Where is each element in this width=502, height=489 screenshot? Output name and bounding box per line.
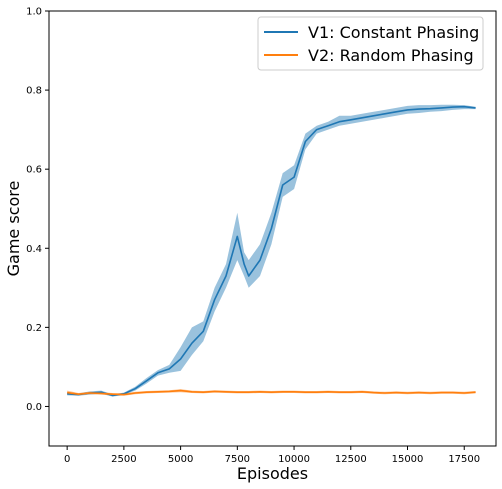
x-tick-label: 7500 [225, 454, 250, 465]
x-tick-label: 10000 [278, 454, 310, 465]
series-1-band [67, 104, 476, 397]
x-axis-title: Episodes [237, 464, 308, 483]
y-tick-label: 0.0 [26, 402, 42, 413]
x-axis: 0 2500 5000 7500 10000 12500 15000 17500 [64, 446, 480, 465]
legend: V1: Constant Phasing V2: Random Phasing [257, 16, 484, 71]
x-tick-label: 5000 [168, 454, 193, 465]
x-tick-label: 17500 [448, 454, 480, 465]
series-lines [67, 105, 476, 397]
y-tick-label: 1.0 [26, 7, 42, 18]
x-tick-label: 2500 [111, 454, 136, 465]
series-1-line [67, 105, 476, 397]
legend-label-v1: V1: Constant Phasing [308, 23, 479, 42]
x-tick-label: 12500 [335, 454, 367, 465]
y-axis-title: Game score [4, 181, 23, 277]
legend-box [257, 16, 484, 71]
y-tick-label: 0.4 [26, 244, 42, 255]
x-tick-label: 15000 [392, 454, 424, 465]
legend-label-v2: V2: Random Phasing [308, 46, 474, 65]
y-tick-label: 0.6 [26, 165, 42, 176]
plot-frame [48, 10, 497, 447]
x-tick-label: 0 [64, 454, 70, 465]
y-tick-label: 0.8 [26, 86, 42, 97]
confidence-bands [67, 104, 476, 397]
series-2-line [67, 389, 476, 396]
y-axis: 0.0 0.2 0.4 0.6 0.8 1.0 [26, 7, 49, 413]
y-tick-label: 0.2 [26, 323, 42, 334]
